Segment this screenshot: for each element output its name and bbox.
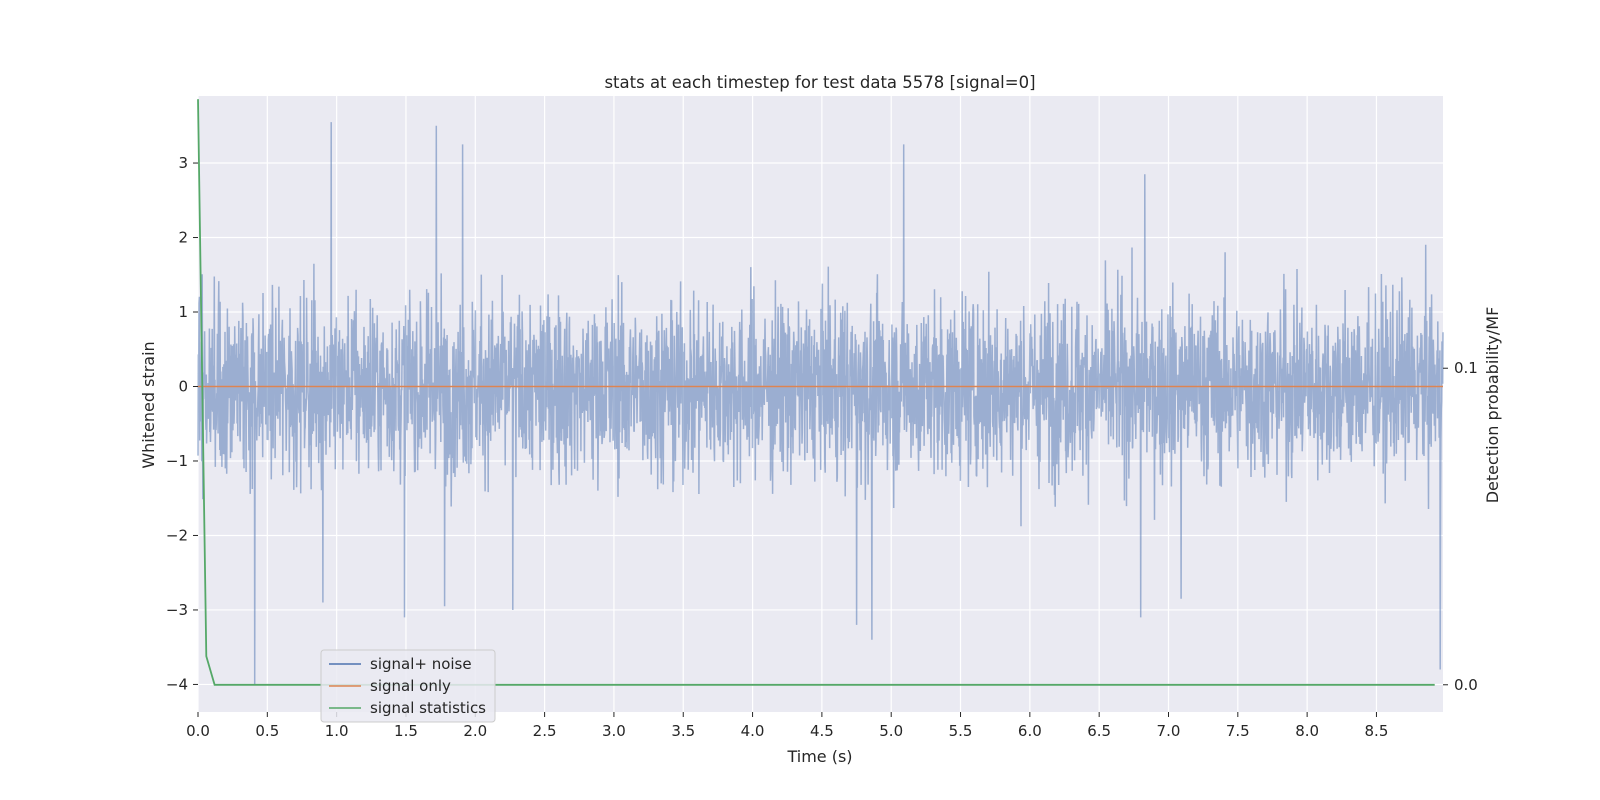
chart-title: stats at each timestep for test data 557… (604, 73, 1035, 92)
legend-label-signal-statistics: signal statistics (370, 699, 486, 717)
y-tick-label: 3 (178, 154, 188, 172)
y-tick-label: 0 (178, 377, 188, 395)
x-tick-label: 5.0 (879, 722, 903, 740)
x-tick-label: 4.0 (741, 722, 765, 740)
x-tick-label: 4.5 (810, 722, 834, 740)
legend: signal+ noise signal only signal statist… (320, 649, 496, 723)
signal-statistics-line (197, 99, 1435, 686)
legend-label-signal-only: signal only (370, 677, 451, 695)
x-tick-label: 0.0 (186, 722, 210, 740)
y-axis-label: Whitened strain (139, 341, 158, 468)
x-tick-label: 8.0 (1295, 722, 1319, 740)
x-axis-label: Time (s) (786, 747, 852, 766)
x-tick-label: 6.0 (1018, 722, 1042, 740)
x-tick-label: 0.5 (255, 722, 279, 740)
y-tick-label: −4 (166, 675, 188, 693)
x-tick-label: 1.5 (394, 722, 418, 740)
right-y-axis-ticks: 0.1 0.0 (1443, 359, 1478, 694)
x-tick-label: 2.5 (533, 722, 557, 740)
x-tick-label: 1.0 (325, 722, 349, 740)
x-tick-label: 3.5 (671, 722, 695, 740)
y-axis-ticks: 3 2 1 0 −1 −2 −3 −4 (166, 154, 198, 693)
series-signal-statistics (197, 99, 1435, 686)
y-tick-label: 1 (178, 303, 188, 321)
x-tick-label: 2.0 (463, 722, 487, 740)
x-tick-label: 6.5 (1087, 722, 1111, 740)
right-y-axis-label: Detection probability/MF (1483, 307, 1502, 504)
y-tick-label: 2 (178, 229, 188, 247)
legend-box (320, 649, 496, 723)
y-tick-label: −1 (166, 452, 188, 470)
y-tick-label: −2 (166, 526, 188, 544)
x-tick-label: 3.0 (602, 722, 626, 740)
legend-label-signal-plus-noise: signal+ noise (370, 655, 472, 673)
signal-plus-noise-line (197, 122, 1444, 685)
y-tick-label: −3 (166, 601, 188, 619)
x-tick-label: 5.5 (949, 722, 973, 740)
x-tick-label: 8.5 (1365, 722, 1389, 740)
x-axis-ticks: 0.0 0.5 1.0 1.5 2.0 2.5 3.0 3.5 4.0 4.5 5.0 5.5 6.0 6… (186, 712, 1388, 740)
x-tick-label: 7.5 (1226, 722, 1250, 740)
series-signal-plus-noise (197, 122, 1444, 685)
x-tick-label: 7.0 (1157, 722, 1181, 740)
right-y-tick-label: 0.0 (1454, 676, 1478, 694)
right-y-tick-label: 0.1 (1454, 359, 1478, 377)
